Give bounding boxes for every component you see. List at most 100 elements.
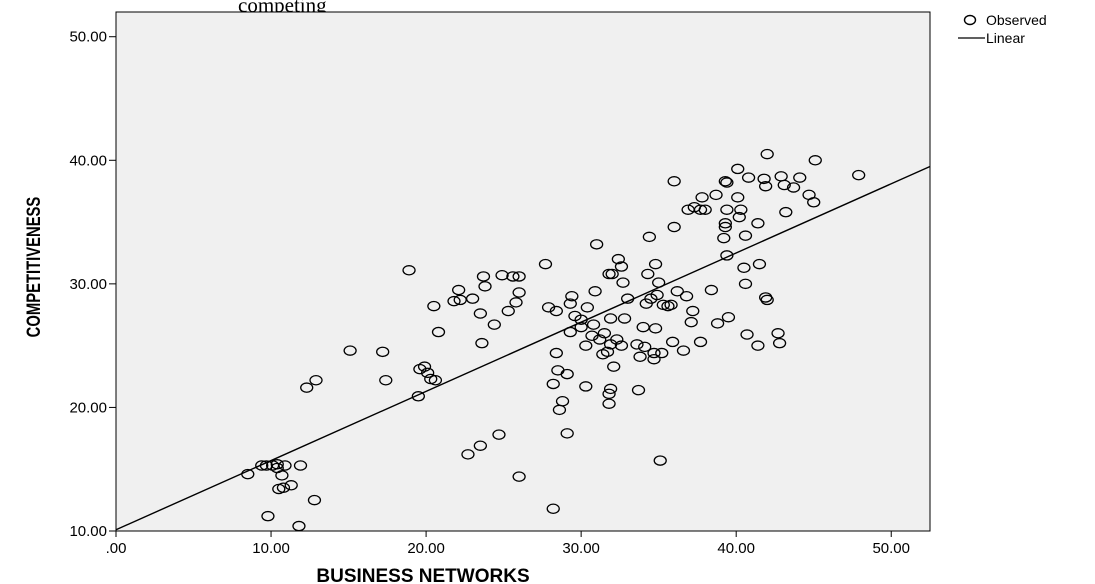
data-point <box>693 336 708 348</box>
data-point <box>541 302 556 313</box>
data-point <box>512 271 526 282</box>
data-point <box>473 440 488 451</box>
data-point <box>495 269 509 281</box>
data-point <box>610 334 624 345</box>
data-point <box>549 305 563 317</box>
data-point <box>616 277 630 288</box>
data-point <box>603 383 618 395</box>
data-point <box>648 323 663 334</box>
x-axis: .00 10.00 20.00 30.00 40.00 50.00 <box>106 531 910 557</box>
data-point <box>718 221 732 233</box>
data-point <box>641 268 655 280</box>
data-point <box>461 449 475 460</box>
data-point <box>771 328 785 339</box>
legend: Observed Linear <box>958 12 1047 46</box>
data-point <box>732 211 746 223</box>
data-point <box>593 334 607 345</box>
data-point <box>579 340 593 351</box>
data-point <box>565 290 579 302</box>
data-point <box>379 374 393 386</box>
data-point <box>698 204 712 215</box>
data-point <box>549 347 563 359</box>
data-point <box>411 391 425 402</box>
data-point <box>734 204 748 215</box>
data-point <box>487 319 501 330</box>
data-point <box>343 345 357 356</box>
data-point <box>585 330 599 342</box>
data-point <box>447 295 461 307</box>
data-point <box>512 471 526 482</box>
data-point <box>284 480 298 491</box>
data-point <box>760 294 774 306</box>
data-point <box>693 204 708 215</box>
data-point <box>589 239 604 250</box>
data-point <box>465 293 480 304</box>
data-point <box>501 305 515 317</box>
data-point <box>738 278 753 290</box>
x-tick-label: 30.00 <box>562 540 600 557</box>
data-point <box>647 353 661 365</box>
data-point <box>686 305 700 317</box>
y-tick-label: 10.00 <box>69 523 107 540</box>
data-point <box>676 345 691 356</box>
y-tick-label: 50.00 <box>69 29 107 46</box>
data-point <box>428 374 443 386</box>
data-point <box>630 339 644 350</box>
data-point <box>642 231 657 243</box>
y-tick-label: 20.00 <box>69 399 107 416</box>
data-point <box>602 398 616 409</box>
data-point <box>664 299 678 311</box>
data-point <box>731 192 745 203</box>
data-point <box>560 368 574 380</box>
data-point <box>546 378 560 390</box>
data-point <box>779 206 793 218</box>
data-point <box>777 179 791 191</box>
data-point <box>786 182 801 193</box>
data-point <box>670 286 684 297</box>
x-axis-title: BUSINESS NETWORKS <box>316 566 529 584</box>
data-point <box>607 361 621 372</box>
data-point <box>597 328 612 339</box>
data-point <box>751 218 765 229</box>
data-point <box>473 308 488 319</box>
data-point <box>731 163 745 175</box>
data-point <box>793 172 807 183</box>
data-point <box>275 470 289 481</box>
data-point <box>475 337 489 349</box>
data-point <box>758 180 773 192</box>
data-point <box>741 172 756 183</box>
data-point <box>614 261 629 272</box>
data-point <box>309 374 323 386</box>
data-point <box>617 313 632 324</box>
data-point <box>655 347 669 359</box>
linear-fit <box>115 165 931 531</box>
data-point <box>402 265 416 276</box>
observed-points <box>241 148 866 532</box>
data-point <box>538 258 553 270</box>
y-tick-label: 30.00 <box>69 276 107 293</box>
data-point <box>512 287 526 298</box>
data-point <box>737 262 751 274</box>
data-point <box>710 318 725 329</box>
data-point <box>278 460 292 471</box>
data-point <box>563 298 577 309</box>
x-tick-label: 20.00 <box>407 540 445 557</box>
data-point <box>276 482 291 493</box>
data-point <box>638 341 652 353</box>
data-point <box>605 268 619 280</box>
legend-linear-label: Linear <box>986 30 1025 46</box>
data-point <box>653 455 667 466</box>
y-tick-label: 40.00 <box>69 152 107 169</box>
data-point <box>633 351 647 363</box>
data-point <box>293 460 308 471</box>
data-point <box>667 176 681 187</box>
data-point <box>478 281 492 292</box>
x-tick-label: .00 <box>106 540 127 557</box>
data-point <box>667 221 681 233</box>
data-point <box>665 336 680 348</box>
data-point <box>255 460 269 471</box>
fit-line <box>115 165 931 531</box>
data-point <box>476 271 491 282</box>
data-point <box>509 297 523 308</box>
